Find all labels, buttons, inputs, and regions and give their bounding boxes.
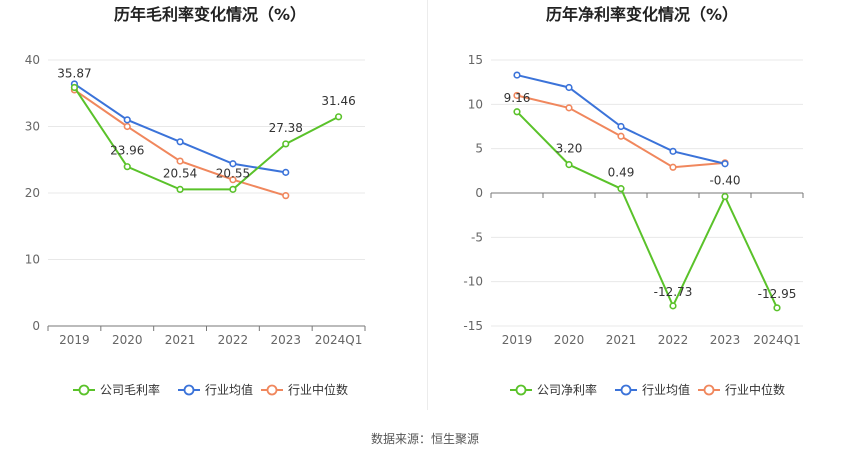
x-tick-label: 2022 (658, 333, 689, 347)
series-point (773, 304, 781, 312)
legend-swatch-marker (266, 384, 278, 396)
series-point (229, 185, 237, 193)
legend-item: 公司毛利率 (73, 382, 160, 397)
legend-label: 行业均值 (642, 382, 690, 397)
series-point (669, 163, 677, 171)
x-tick-label: 2019 (59, 333, 90, 347)
series-point (721, 160, 729, 168)
y-tick-label: 10 (468, 97, 483, 111)
data-label: -12.95 (758, 287, 797, 301)
legend-item: 行业均值 (178, 382, 253, 397)
series-point (176, 138, 184, 146)
y-tick-label: -15 (463, 319, 483, 333)
x-tick-label: 2020 (554, 333, 585, 347)
x-tick-label: 2023 (270, 333, 301, 347)
data-source-label: 数据来源：恒生聚源 (370, 432, 479, 446)
x-tick-label: 2024Q1 (315, 333, 363, 347)
series-point (176, 157, 184, 165)
series-point (229, 176, 237, 184)
series-point (282, 168, 290, 176)
series-point (669, 302, 677, 310)
series-point (617, 132, 625, 140)
series-line (73, 86, 340, 191)
y-tick-label: -5 (471, 230, 483, 244)
data-label: 0.49 (608, 166, 635, 180)
data-label: 20.54 (163, 166, 197, 180)
x-tick-label: 2021 (606, 333, 637, 347)
chart-title: 历年毛利率变化情况（%） (114, 5, 306, 24)
legend-swatch-marker (620, 384, 632, 396)
data-label: -12.73 (654, 285, 693, 299)
series-point (669, 147, 677, 155)
y-tick-label: 0 (475, 186, 483, 200)
series-line (516, 74, 726, 165)
chart-title: 历年净利率变化情况（%） (546, 5, 738, 24)
series-point (282, 192, 290, 200)
data-label: 31.46 (321, 94, 355, 108)
y-tick-label: 0 (32, 319, 40, 333)
series-point (123, 116, 131, 124)
chart-panel-1: 历年毛利率变化情况（%） 0 10 20 30 40 2019 2020 2021 2022 202… (25, 5, 366, 397)
legend-label: 行业中位数 (725, 382, 785, 397)
x-tick-label: 2022 (218, 333, 249, 347)
data-label: 3.20 (556, 142, 583, 156)
legend-label: 公司毛利率 (100, 382, 160, 397)
series-point (513, 71, 521, 79)
series-point (123, 163, 131, 171)
series-point (513, 91, 521, 100)
series-line (516, 111, 778, 309)
legend-swatch-marker (183, 384, 195, 396)
y-tick-label: 30 (25, 120, 40, 134)
data-label: -0.40 (709, 174, 740, 188)
x-tick-label: 2024Q1 (753, 333, 801, 347)
data-label: 35.87 (57, 66, 91, 80)
series-point (617, 185, 625, 193)
y-tick-label: 40 (25, 53, 40, 67)
series-point (282, 140, 290, 148)
legend-label: 行业均值 (205, 382, 253, 397)
series-point (565, 104, 573, 112)
y-tick-label: 5 (475, 142, 483, 156)
x-tick-label: 2021 (165, 333, 196, 347)
series-point (334, 113, 343, 121)
series-point (565, 83, 573, 92)
data-label: 20.55 (216, 166, 250, 180)
series-point (721, 192, 729, 201)
legend-swatch-marker (703, 384, 715, 396)
y-tick-label: 20 (25, 186, 40, 200)
x-tick-label: 2019 (502, 333, 533, 347)
chart-panel-2: 历年净利率变化情况（%） -15 -10 -5 0 5 10 15 2019 2020 2021 20… (463, 5, 804, 397)
data-label: 23.96 (110, 144, 144, 158)
x-tick-label: 2023 (710, 333, 741, 347)
legend-item: 行业均值 (615, 382, 690, 397)
series-point (513, 108, 521, 116)
y-tick-label: 15 (468, 53, 483, 67)
y-tick-label: 10 (25, 253, 40, 267)
series-point (70, 83, 79, 92)
legend-item: 行业中位数 (261, 382, 348, 397)
x-tick-label: 2020 (112, 333, 143, 347)
series-point (123, 122, 131, 131)
series-point (617, 122, 625, 131)
data-label: 27.38 (269, 121, 303, 135)
legend-swatch-marker (515, 384, 527, 396)
panel-divider (427, 0, 428, 410)
series-point (176, 185, 184, 194)
y-tick-label: -10 (463, 275, 483, 289)
legend-item: 行业中位数 (698, 382, 785, 397)
legend-label: 公司净利率 (537, 382, 597, 397)
legend-label: 行业中位数 (288, 382, 348, 397)
series-point (229, 160, 237, 168)
series-point (565, 161, 573, 169)
legend-swatch-marker (78, 384, 90, 396)
legend-item: 公司净利率 (510, 382, 597, 397)
data-label: 9.16 (504, 91, 531, 105)
